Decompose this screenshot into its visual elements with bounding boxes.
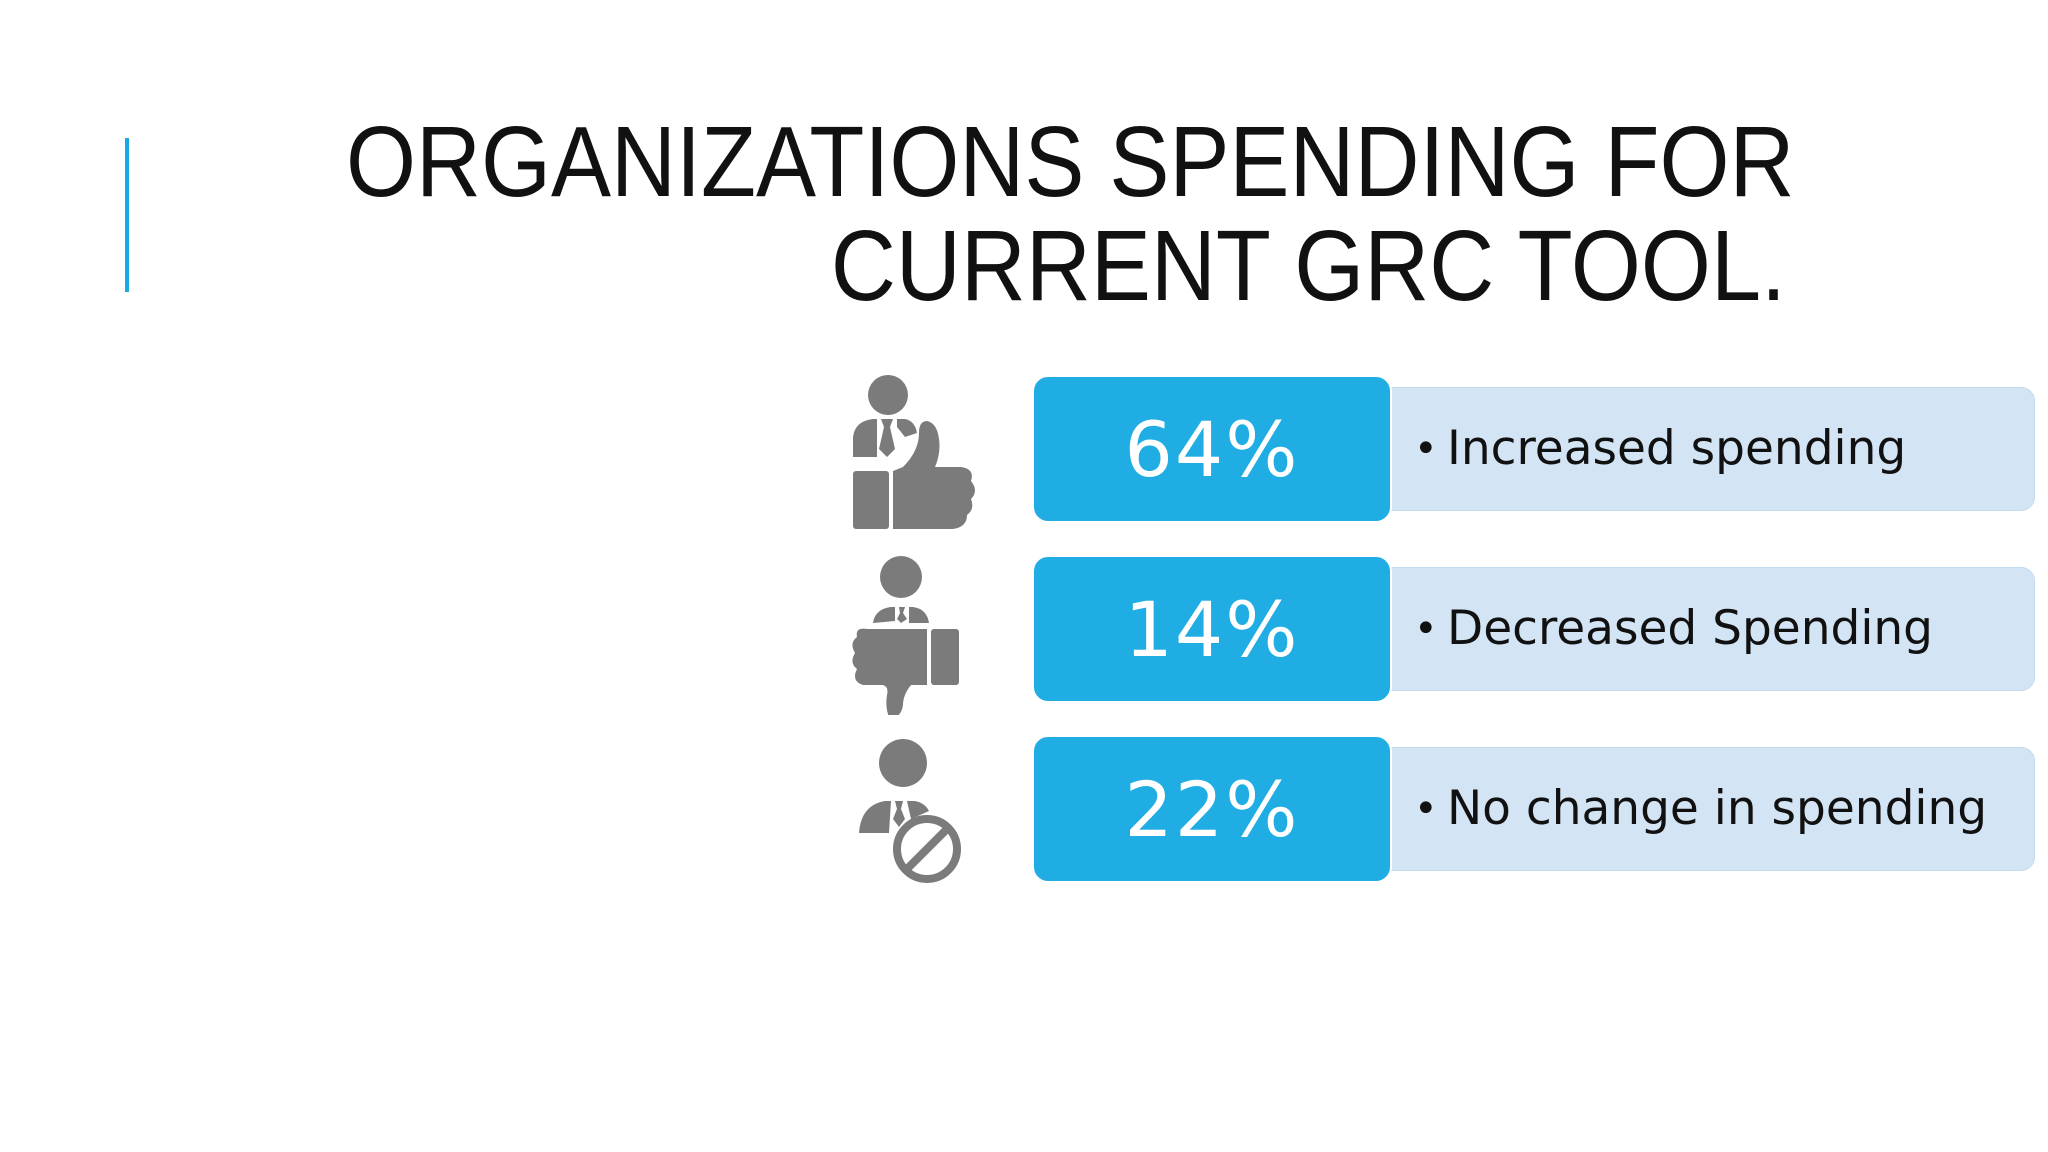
slide-title: ORGANIZATIONS SPENDING FOR CURRENT GRC T…	[346, 110, 1786, 318]
label-no-change: No change in spending	[1447, 767, 1987, 851]
list-item-no-change: • No change in spending 22%	[0, 735, 2048, 895]
accent-bar	[125, 138, 129, 292]
value-decreased: 14%	[1125, 585, 1300, 674]
value-increased: 64%	[1125, 405, 1300, 494]
bullet: •	[1414, 587, 1438, 671]
title-line-2: CURRENT GRC TOOL.	[346, 214, 1786, 318]
bullet: •	[1414, 407, 1438, 491]
label-increased: Increased spending	[1447, 407, 1906, 491]
value-box: 22%	[1032, 735, 1392, 883]
person-no-sign-icon	[845, 735, 985, 895]
person-thumbs-down-icon	[845, 555, 985, 715]
value-box: 64%	[1032, 375, 1392, 523]
label-decreased: Decreased Spending	[1447, 587, 1933, 671]
list-item-decreased: • Decreased Spending 14%	[0, 555, 2048, 715]
bullet: •	[1414, 767, 1438, 851]
value-box: 14%	[1032, 555, 1392, 703]
value-no-change: 22%	[1125, 765, 1300, 854]
title-line-1: ORGANIZATIONS SPENDING FOR	[346, 110, 1786, 214]
list-item-increased: • Increased spending 64%	[0, 375, 2048, 535]
person-thumbs-up-icon	[845, 375, 985, 535]
